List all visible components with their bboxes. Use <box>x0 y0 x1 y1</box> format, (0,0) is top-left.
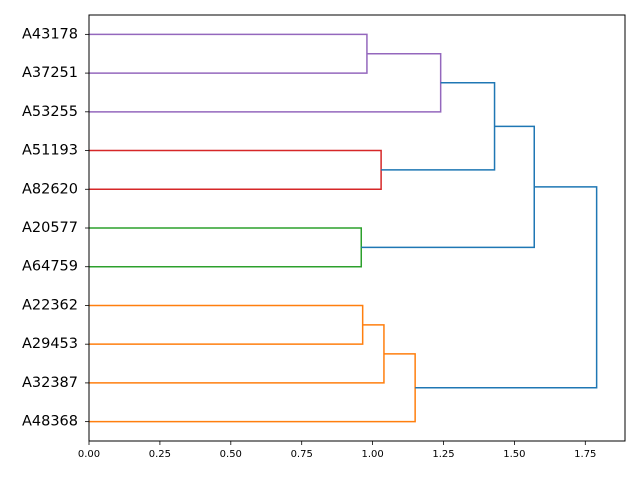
leaf-labels: A43178 A37251 A53255 A51193 A82620 A20577 A647… <box>22 26 89 430</box>
leaf-label: A20577 <box>22 220 78 236</box>
x-tick-label: 1.75 <box>574 449 596 460</box>
x-tick-label: 1.25 <box>432 449 454 460</box>
x-tick-label: 1.00 <box>361 449 383 460</box>
x-tick-label: 0.00 <box>78 449 100 460</box>
x-tick-label: 0.75 <box>291 449 313 460</box>
link-m5 <box>89 227 363 268</box>
x-tick-label: 0.50 <box>220 449 242 460</box>
leaf-label: A32387 <box>22 375 78 391</box>
leaf-label: A53255 <box>22 104 78 120</box>
link-m1 <box>89 33 368 74</box>
link-m7 <box>89 304 364 345</box>
x-axis: 0.00 0.25 0.50 0.75 1.00 1.25 1.50 1.75 <box>78 441 596 460</box>
link-m10 <box>415 186 598 389</box>
x-tick-label: 0.25 <box>149 449 171 460</box>
leaf-label: A82620 <box>22 181 78 197</box>
link-m4 <box>381 82 496 171</box>
dendrogram-links <box>89 33 598 423</box>
link-m2 <box>89 52 442 113</box>
leaf-label: A37251 <box>22 65 78 81</box>
leaf-label: A29453 <box>22 336 78 352</box>
link-m3 <box>89 149 382 191</box>
leaf-label: A51193 <box>22 143 78 159</box>
leaf-label: A64759 <box>22 259 78 275</box>
x-tick-label: 1.50 <box>503 449 525 460</box>
leaf-label: A43178 <box>22 26 78 42</box>
leaf-label: A48368 <box>22 414 78 430</box>
leaf-label: A22362 <box>22 297 78 313</box>
link-m6 <box>361 125 535 249</box>
link-m8 <box>89 324 385 384</box>
link-m9 <box>89 353 416 423</box>
